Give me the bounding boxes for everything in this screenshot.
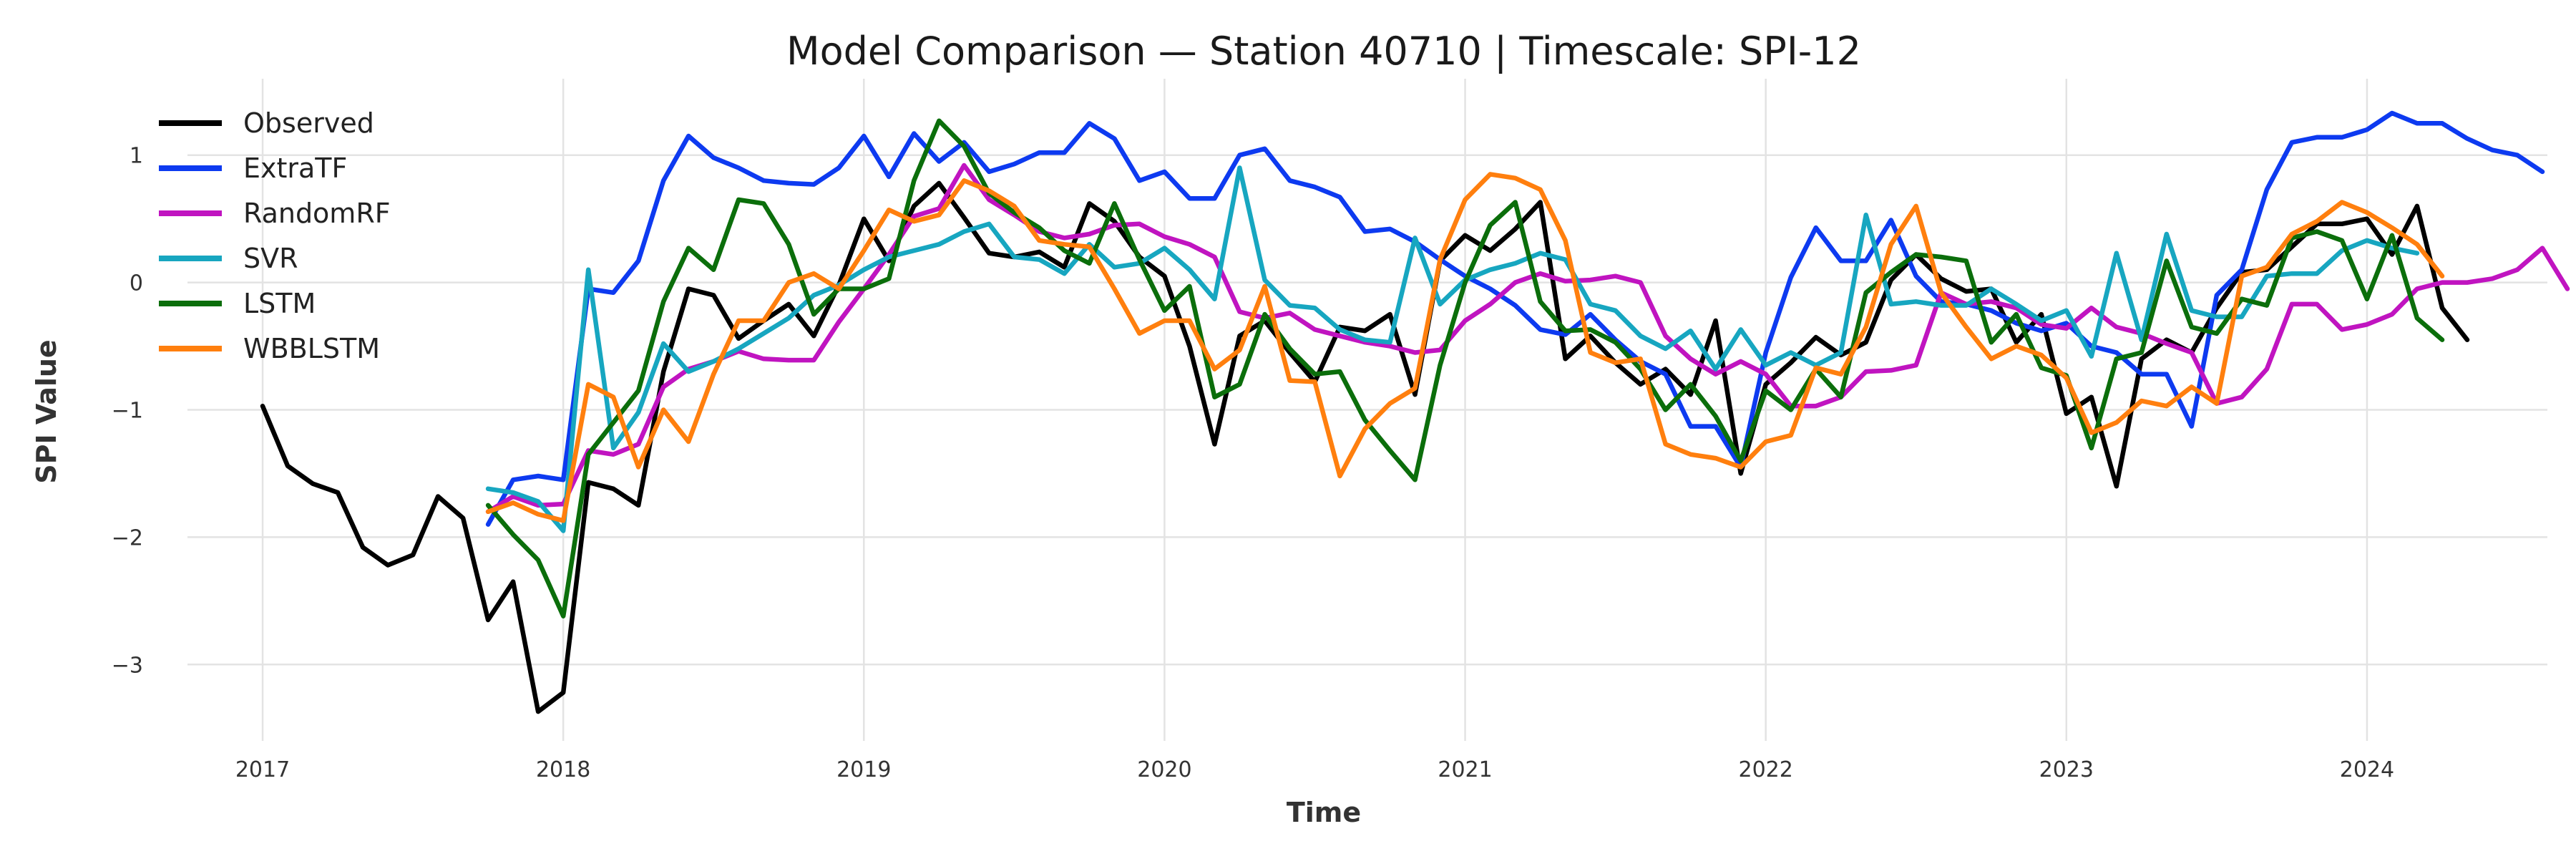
legend-label-extratf: ExtraTF	[243, 152, 347, 184]
x-tick-label: 2024	[2340, 757, 2394, 782]
y-tick-label: 0	[130, 271, 143, 296]
series-line-randomrf	[485, 162, 2570, 515]
legend-label-randomrf: RandomRF	[243, 198, 391, 229]
y-tick-label: −3	[112, 653, 143, 678]
x-tick-label: 2023	[2039, 757, 2094, 782]
legend-label-observed: Observed	[243, 107, 374, 139]
y-tick-label: −2	[112, 525, 143, 550]
x-tick-label: 2017	[235, 757, 290, 782]
chart-title: Model Comparison — Station 40710 | Times…	[786, 29, 1861, 74]
x-axis-label: Time	[1287, 797, 1361, 828]
legend-label-wbblstm: WBBLSTM	[243, 333, 380, 364]
x-tick-label: 2018	[536, 757, 590, 782]
y-axis-label: SPI Value	[31, 339, 62, 483]
legend-label-svr: SVR	[243, 243, 298, 274]
x-tick-label: 2021	[1438, 757, 1492, 782]
y-tick-label: −1	[112, 399, 143, 424]
series-line-lstm	[485, 118, 2445, 618]
series-line-wbblstm	[485, 172, 2445, 523]
x-tick-label: 2022	[1738, 757, 1792, 782]
x-tick-label: 2020	[1137, 757, 1191, 782]
y-tick-label: 1	[130, 144, 143, 169]
legend-label-lstm: LSTM	[243, 288, 316, 319]
grid-lines	[187, 79, 2547, 741]
series-lines	[260, 110, 2570, 714]
x-axis-ticks: 2017 2018 2019 2020 2021 2022 2023 2024	[235, 757, 2394, 782]
y-axis-ticks: −3 −2 −1 0 1	[112, 144, 143, 679]
series-line-extratf	[485, 110, 2545, 527]
x-tick-label: 2019	[836, 757, 891, 782]
legend: Observed ExtraTF RandomRF SVR LSTM WBBLSTM	[159, 107, 391, 364]
